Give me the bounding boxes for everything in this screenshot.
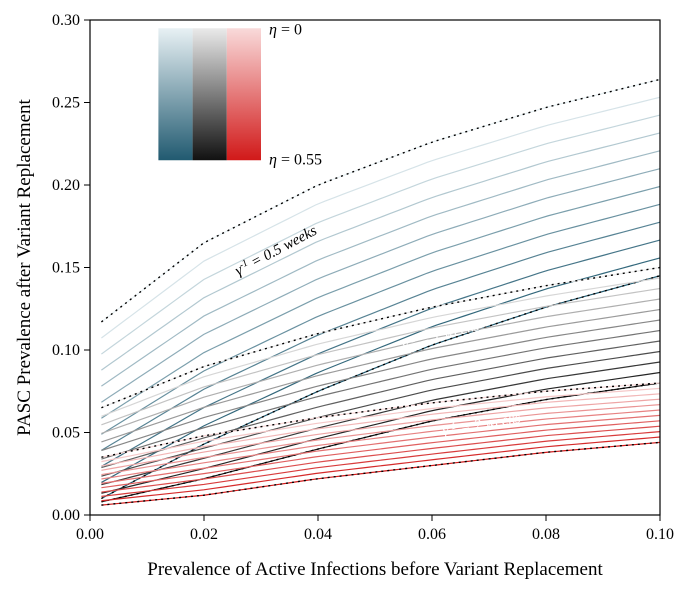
x-tick-label: 0.02 [190,526,218,543]
y-tick-label: 0.25 [52,95,80,112]
y-tick-label: 0.00 [52,507,80,524]
x-tick-label: 0.04 [304,526,332,543]
legend-bar [227,28,261,160]
legend-bottom-label: η = 0.55 [269,151,322,168]
y-tick-label: 0.10 [52,342,80,359]
legend-bar [158,28,192,160]
x-tick-label: 0.00 [76,526,104,543]
y-axis-label: PASC Prevalence after Variant Replacemen… [14,98,35,435]
x-tick-label: 0.08 [532,526,560,543]
plot-bg [0,0,674,597]
y-tick-label: 0.30 [52,12,80,29]
chart-container: γ-1 = 0.5 weeksγ-1 = 1 weeksγ-1 = 2 week… [0,0,674,597]
legend-top-label: η = 0 [269,21,302,38]
y-tick-label: 0.20 [52,177,80,194]
y-tick-label: 0.15 [52,260,80,277]
legend-bar [193,28,227,160]
x-tick-label: 0.06 [418,526,446,543]
x-tick-label: 0.10 [646,526,674,543]
x-axis-label: Prevalence of Active Infections before V… [147,559,603,580]
y-tick-label: 0.05 [52,425,80,442]
chart-svg: γ-1 = 0.5 weeksγ-1 = 1 weeksγ-1 = 2 week… [0,0,674,597]
